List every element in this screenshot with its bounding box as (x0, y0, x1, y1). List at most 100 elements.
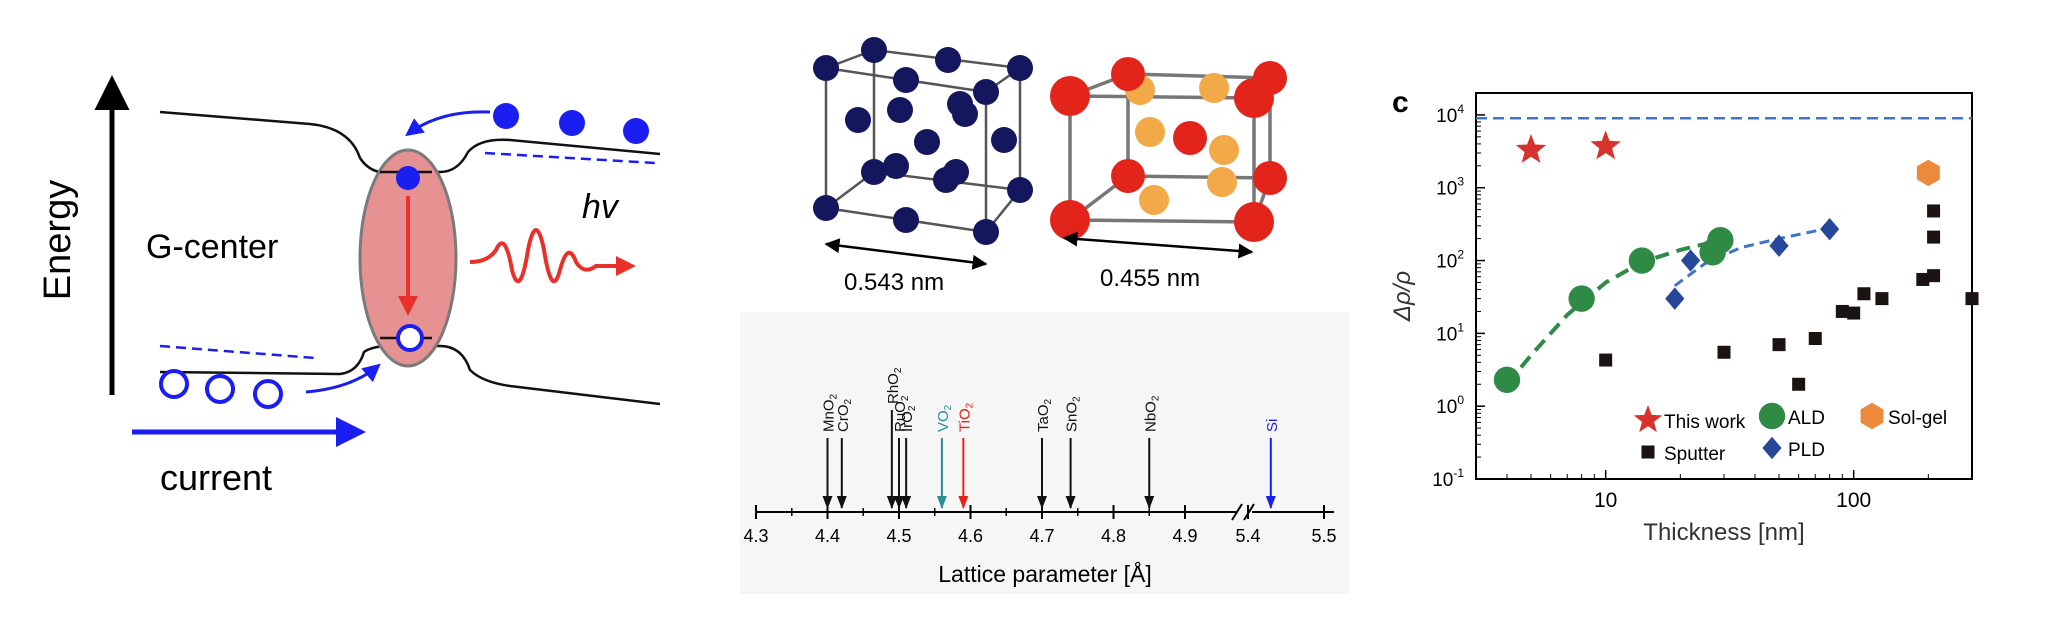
oxygen-atom (1050, 200, 1090, 240)
si-atom (883, 153, 909, 179)
si-atom (893, 207, 919, 233)
oxygen-atom (1111, 159, 1145, 193)
y-tick-label: 10-1 (1432, 466, 1464, 491)
si-atom (887, 97, 913, 123)
si-atom (861, 37, 887, 63)
material-label-sno: SnO2 (1064, 396, 1083, 432)
si-atom (813, 55, 839, 81)
plot-area: 10-1 100 101 102 103 104 10 100 (1432, 102, 1979, 512)
oxygen-atom (1050, 76, 1090, 116)
data-point-sputter (1717, 345, 1731, 359)
legend-label-sputter: Sputter (1664, 444, 1726, 465)
rutile-cell-edge (1127, 174, 1271, 180)
rutile-unit-cell (1050, 57, 1287, 242)
valence-fermi-level (159, 344, 316, 360)
x-axis-label: Thickness [nm] (1643, 519, 1804, 546)
legend-label-sol-gel: Sol-gel (1888, 408, 1947, 429)
legend-marker-this-work (1633, 405, 1663, 433)
material-arrowhead (822, 496, 833, 509)
x-tick-label: 100 (1836, 489, 1871, 512)
si-atom (1007, 55, 1033, 81)
data-point-sputter (1808, 332, 1822, 346)
rutile-lattice-label: 0.455 nm (1100, 265, 1200, 292)
legend-label-ald: ALD (1788, 408, 1825, 429)
si-atom (893, 67, 919, 93)
material-label-tao: TaO2 (1035, 398, 1054, 432)
data-point-sputter (1916, 272, 1930, 286)
oxygen-atom (1234, 202, 1274, 242)
panel-c-letter: c (1392, 86, 1409, 119)
material-arrowhead (936, 496, 947, 509)
legend-label-this-work: This work (1664, 412, 1746, 433)
lattice-chart-background (740, 312, 1350, 594)
metal-atom (1209, 135, 1239, 165)
lattice-tick-label: 5.4 (1235, 526, 1260, 546)
trapped-electron (396, 166, 420, 190)
si-atom (943, 159, 969, 185)
si-atom (935, 47, 961, 73)
data-point-sputter (1599, 353, 1613, 367)
data-point-pld (1820, 217, 1840, 241)
material-arrowhead (894, 496, 904, 509)
material-arrowhead (1037, 496, 1047, 509)
current-label: current (160, 457, 272, 498)
data-point-sputter (1965, 292, 1979, 306)
oxygen-atom (1173, 121, 1207, 155)
metal-atom (1199, 73, 1229, 103)
material-label-ruo: RuO2 (892, 395, 911, 432)
y-tick-label: 100 (1436, 393, 1464, 418)
material-label-iro: IrO2 (899, 405, 918, 432)
oxygen-atom (1253, 161, 1287, 195)
lattice-tick-label: 4.5 (886, 526, 911, 546)
oxygen-atom (1111, 57, 1145, 91)
metal-atom (1207, 167, 1237, 197)
data-point-sputter (1772, 338, 1786, 352)
lattice-tick-label: 4.3 (743, 526, 768, 546)
si-atom (813, 195, 839, 221)
material-label-nbo: NbO2 (1142, 395, 1161, 432)
data-point-sol-gel (1916, 159, 1940, 187)
material-arrowhead (1265, 496, 1276, 509)
metal-atom (1139, 185, 1169, 215)
y-tick-label: 104 (1436, 102, 1464, 127)
rutile-cell-edge (1069, 218, 1255, 224)
data-point-ald (1628, 247, 1656, 274)
free-hole-2 (205, 374, 235, 404)
material-label-mno: MnO2 (821, 393, 840, 432)
si-unit-cell (813, 37, 1033, 245)
data-point-ald (1707, 227, 1734, 254)
data-point-ald (1568, 285, 1595, 312)
data-point-pld (1680, 249, 1701, 272)
metal-atom (1135, 117, 1165, 147)
material-label-tio: TiO2 (956, 402, 975, 432)
data-point-sputter (1847, 306, 1861, 320)
photon-wave (469, 228, 636, 284)
axis-break-mark (1231, 503, 1243, 521)
free-electron-2 (559, 110, 585, 136)
panel-c-chart: c 10-1 100 101 102 103 104 10 100 Δρ/ρ Thicknes… (1389, 86, 1979, 546)
conduction-fermi-level (484, 151, 656, 165)
lattice-tick-label: 4.8 (1101, 526, 1126, 546)
y-tick-label: 101 (1436, 320, 1464, 345)
lattice-tick-label: 4.7 (1029, 526, 1054, 546)
si-atom (991, 127, 1017, 153)
y-axis-label: Δρ/ρ (1389, 271, 1416, 323)
rutile-cell-edge (1127, 72, 1271, 80)
legend-marker-pld (1762, 436, 1782, 460)
data-point-pld (1665, 287, 1685, 310)
oxygen-atom (1253, 61, 1287, 95)
si-dimension-arrow (824, 238, 988, 270)
free-electron-1 (493, 103, 519, 129)
photon-label: hv (582, 188, 620, 226)
g-center-label: G-center (146, 228, 278, 266)
data-point-sputter (1857, 287, 1871, 301)
data-point-sputter (1875, 292, 1889, 306)
si-atom (973, 79, 999, 105)
si-lattice-label: 0.543 nm (844, 269, 944, 296)
legend-marker-ald (1758, 402, 1786, 430)
x-tick-label: 10 (1594, 489, 1617, 512)
material-arrowhead (958, 496, 969, 509)
legend-marker-sol-gel (1860, 402, 1884, 430)
free-electron-3 (623, 118, 649, 144)
